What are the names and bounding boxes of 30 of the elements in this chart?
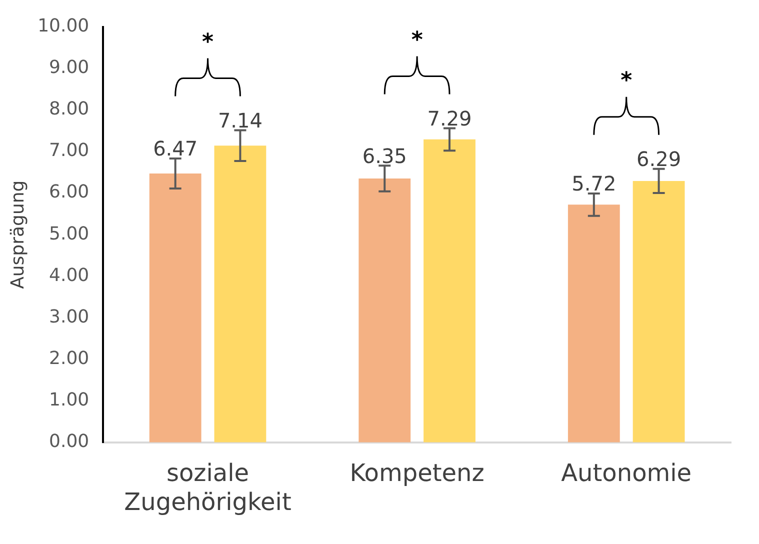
bar bbox=[424, 139, 476, 442]
data-label: 6.35 bbox=[362, 144, 407, 168]
x-tick-label: Autonomie bbox=[561, 459, 692, 488]
bar bbox=[568, 204, 620, 442]
y-tick-label: 2.00 bbox=[49, 348, 90, 369]
y-tick-label: 4.00 bbox=[49, 264, 90, 286]
x-tick-label: soziale Zugehörigkeit bbox=[124, 459, 292, 516]
annotation: * bbox=[620, 68, 633, 94]
data-label: 6.29 bbox=[636, 147, 682, 172]
y-axis-title: Ausprägung bbox=[7, 180, 28, 289]
bar bbox=[358, 178, 411, 442]
bar bbox=[632, 180, 685, 442]
y-tick-label: 9.00 bbox=[49, 57, 90, 78]
y-tick-label: 7.00 bbox=[49, 140, 90, 162]
y-tick-label: 1.00 bbox=[49, 390, 90, 411]
y-tick-label: 10.00 bbox=[38, 15, 90, 36]
y-tick-label: 6.00 bbox=[49, 182, 90, 203]
annotation: * bbox=[202, 30, 214, 56]
y-tick-label: 5.00 bbox=[49, 223, 90, 244]
y-tick-label: 3.00 bbox=[49, 306, 90, 328]
data-label: 7.14 bbox=[218, 108, 262, 132]
bar bbox=[149, 174, 202, 442]
data-label: 6.47 bbox=[153, 136, 198, 161]
data-label: 5.72 bbox=[572, 172, 616, 196]
bar bbox=[214, 146, 266, 442]
x-tick-label: Kompetenz bbox=[350, 459, 484, 488]
annotation: * bbox=[411, 28, 424, 53]
y-tick-label: 8.00 bbox=[49, 98, 90, 120]
y-tick-label: 0.00 bbox=[49, 431, 90, 452]
data-label: 7.29 bbox=[427, 106, 472, 130]
